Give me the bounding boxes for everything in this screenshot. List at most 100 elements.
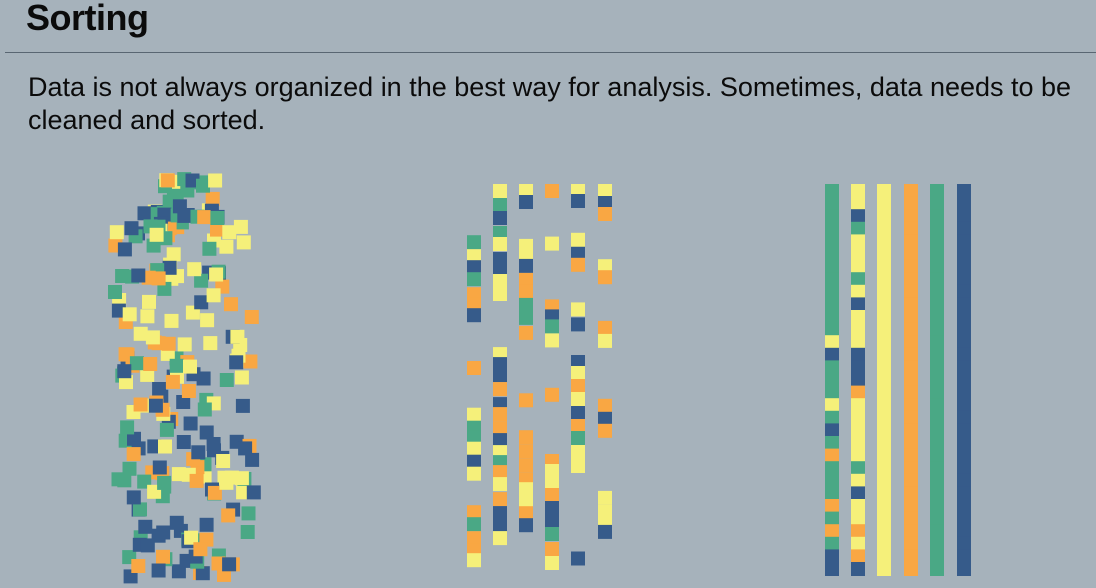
navy-data-square xyxy=(199,425,214,440)
navy-data-square xyxy=(493,519,507,534)
teal-data-square xyxy=(825,196,839,211)
orange-data-square xyxy=(221,508,236,523)
navy-data-square xyxy=(493,252,507,266)
teal-data-square xyxy=(467,272,481,287)
navy-data-square xyxy=(493,506,507,521)
navy-data-square xyxy=(151,563,166,578)
navy-data-square xyxy=(598,411,612,426)
yellow-data-square xyxy=(140,367,155,382)
orange-data-square xyxy=(598,270,612,285)
yellow-data-square xyxy=(877,234,891,249)
orange-data-square xyxy=(545,184,559,198)
yellow-data-square xyxy=(877,499,891,513)
yellow-data-square xyxy=(851,448,865,463)
orange-data-square xyxy=(904,398,918,413)
orange-data-square xyxy=(493,465,507,480)
yellow-data-square xyxy=(877,486,891,501)
navy-data-square xyxy=(176,435,191,449)
navy-data-square xyxy=(169,515,184,530)
teal-data-square xyxy=(825,511,839,526)
orange-data-square xyxy=(904,335,918,350)
navy-data-square xyxy=(199,517,214,532)
teal-data-square xyxy=(129,356,144,371)
orange-data-square xyxy=(545,387,559,402)
orange-data-square xyxy=(598,398,612,413)
navy-data-square xyxy=(467,308,481,323)
orange-data-square xyxy=(598,320,612,335)
navy-data-square xyxy=(957,234,971,249)
yellow-data-square xyxy=(877,448,891,463)
teal-data-square xyxy=(159,422,174,437)
teal-data-square xyxy=(545,319,559,334)
orange-data-square xyxy=(904,347,918,362)
orange-data-square xyxy=(519,430,533,445)
navy-data-square xyxy=(957,448,971,463)
yellow-data-square xyxy=(219,239,234,254)
navy-data-square xyxy=(571,551,585,566)
navy-data-square xyxy=(851,373,865,387)
orange-data-square xyxy=(904,448,918,463)
yellow-data-square xyxy=(545,464,559,478)
yellow-data-square xyxy=(177,337,192,352)
navy-data-square xyxy=(851,360,865,375)
teal-data-square xyxy=(930,524,944,539)
navy-data-square xyxy=(493,368,507,383)
orange-data-square xyxy=(211,556,226,571)
yellow-data-square xyxy=(200,313,215,328)
teal-data-square xyxy=(930,473,944,488)
yellow-data-square xyxy=(133,326,148,341)
yellow-data-square xyxy=(467,466,481,481)
teal-data-square xyxy=(825,486,839,501)
navy-data-square xyxy=(957,423,971,438)
orange-data-square xyxy=(571,419,585,433)
navy-data-square xyxy=(467,260,481,275)
navy-data-square xyxy=(825,549,839,564)
orange-data-square xyxy=(904,234,918,249)
yellow-data-square xyxy=(877,511,891,526)
yellow-data-square xyxy=(467,249,481,264)
yellow-data-square xyxy=(571,445,585,459)
teal-data-square xyxy=(825,234,839,249)
orange-data-square xyxy=(904,473,918,488)
teal-data-square xyxy=(467,430,481,445)
teal-data-square xyxy=(825,221,839,236)
navy-data-square xyxy=(172,199,187,214)
teal-data-square xyxy=(930,297,944,312)
yellow-data-square xyxy=(877,247,891,261)
teal-data-square xyxy=(930,310,944,324)
orange-data-square xyxy=(545,488,559,502)
navy-data-square xyxy=(238,441,253,456)
teal-data-square xyxy=(930,209,944,224)
yellow-data-square xyxy=(571,232,585,247)
yellow-data-square xyxy=(216,454,231,468)
yellow-data-square xyxy=(851,398,865,413)
orange-data-square xyxy=(904,436,918,450)
teal-data-square xyxy=(825,297,839,312)
yellow-data-square xyxy=(545,556,559,570)
yellow-data-square xyxy=(877,461,891,476)
orange-data-square xyxy=(545,542,559,556)
yellow-data-square xyxy=(571,392,585,406)
orange-data-square xyxy=(243,354,258,369)
orange-data-square xyxy=(904,486,918,501)
navy-data-square xyxy=(571,355,585,369)
yellow-data-square xyxy=(851,247,865,261)
navy-data-square xyxy=(598,524,612,539)
yellow-data-square xyxy=(851,196,865,211)
orange-data-square xyxy=(156,549,170,564)
teal-data-square xyxy=(930,347,944,362)
yellow-data-square xyxy=(598,184,612,198)
orange-data-square xyxy=(904,322,918,337)
yellow-data-square xyxy=(233,219,248,234)
yellow-data-square xyxy=(184,530,199,545)
navy-data-square xyxy=(957,461,971,476)
yellow-data-square xyxy=(149,227,164,242)
yellow-data-square xyxy=(851,511,865,526)
navy-data-square xyxy=(196,371,211,386)
navy-data-square xyxy=(545,501,559,515)
navy-data-square xyxy=(957,536,971,551)
orange-data-square xyxy=(244,310,259,324)
yellow-data-square xyxy=(109,225,124,240)
teal-data-square xyxy=(108,285,122,299)
orange-data-square xyxy=(467,361,481,375)
